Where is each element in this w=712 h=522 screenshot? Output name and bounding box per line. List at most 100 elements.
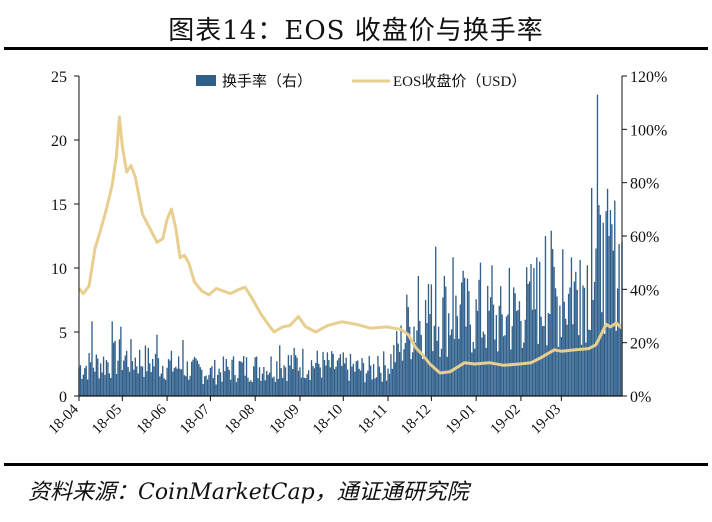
turnover-bar [488,310,490,396]
turnover-bar [251,382,253,396]
turnover-bar [211,366,213,396]
turnover-bar [91,321,93,396]
turnover-bar [267,374,269,396]
turnover-bar [606,188,609,396]
left-tick-label: 10 [51,261,67,278]
turnover-bar [595,248,597,396]
turnover-bar [296,357,298,396]
x-tick-label: 18-08 [222,402,258,438]
turnover-bar [205,375,207,396]
turnover-bar [381,381,383,396]
turnover-bar [342,352,344,396]
turnover-bar [82,374,84,396]
turnover-bar [521,347,524,396]
turnover-bar [196,360,199,396]
turnover-bar [242,356,245,396]
turnover-bar [489,297,492,396]
turnover-bar [305,378,307,396]
turnover-bar [557,346,560,396]
turnover-bar [439,356,441,396]
right-tick-label: 80% [630,176,659,193]
turnover-bar [456,316,459,396]
turnover-bar [170,350,173,396]
turnover-bar [566,324,568,396]
x-tick-label: 19-03 [528,402,564,438]
turnover-bar [160,373,162,396]
turnover-bar [500,286,502,396]
turnover-bar [268,372,271,396]
turnover-bar [271,377,274,396]
turnover-bar [611,224,613,396]
turnover-bar [121,370,123,396]
turnover-bar [585,342,587,396]
turnover-bar [443,276,446,396]
turnover-bar [150,371,152,396]
turnover-bar [224,371,226,396]
turnover-bar [391,368,394,396]
turnover-bar [552,249,554,396]
turnover-bar [475,299,477,396]
turnover-bar [254,357,256,396]
turnover-bar [338,357,340,396]
turnover-bar [396,331,398,396]
turnover-bar [478,279,480,396]
turnover-bar [97,358,99,396]
turnover-bar [448,313,450,396]
turnover-bar [517,309,519,396]
turnover-bar [357,360,359,396]
turnover-bar [579,260,581,396]
turnover-bar [424,300,427,396]
turnover-bar [138,349,141,396]
turnover-bar [513,287,515,396]
turnover-bar [368,356,370,396]
turnover-bar [401,360,404,396]
turnover-bar [427,284,430,396]
turnover-bar [164,379,167,396]
turnover-bar [195,358,197,396]
turnover-bar [104,374,106,396]
turnover-bar [417,276,420,396]
turnover-bar [297,370,300,396]
turnover-bar [225,359,227,396]
turnover-bar [429,314,431,396]
x-tick-label: 19-01 [443,402,479,438]
turnover-bar [201,369,203,396]
turnover-bar [514,293,516,396]
turnover-bar [508,268,511,396]
turnover-bar [212,378,214,396]
turnover-bar [556,296,558,396]
turnover-bar [309,379,311,396]
turnover-bar [234,375,236,396]
turnover-bar [462,270,464,396]
turnover-bar [534,309,537,396]
turnover-bar [101,372,103,396]
turnover-bar [411,352,414,396]
turnover-bar [385,380,388,396]
right-tick-label: 40% [630,282,659,299]
turnover-bar [237,378,239,396]
turnover-bar [523,342,525,396]
x-tick-label: 18-10 [310,402,346,438]
turnover-bar [110,377,112,396]
turnover-bar [244,375,246,396]
turnover-bar [167,359,170,396]
turnover-bar [270,356,272,396]
turnover-bar [383,351,385,396]
turnover-bar [589,330,591,396]
turnover-bar [219,372,222,396]
turnover-bar [400,325,402,396]
turnover-bar [409,326,411,396]
turnover-bar [118,339,121,396]
turnover-bar [511,326,513,396]
turnover-bar [393,345,395,396]
turnover-bar [229,379,232,396]
turnover-bar [198,363,200,396]
turnover-bar [154,353,157,396]
turnover-bar [371,379,373,396]
turnover-bar [190,361,193,396]
turnover-bar [546,345,548,396]
turnover-bar [446,356,448,396]
turnover-bar [341,365,343,396]
turnover-bar [261,373,264,396]
turnover-bar [208,375,210,396]
